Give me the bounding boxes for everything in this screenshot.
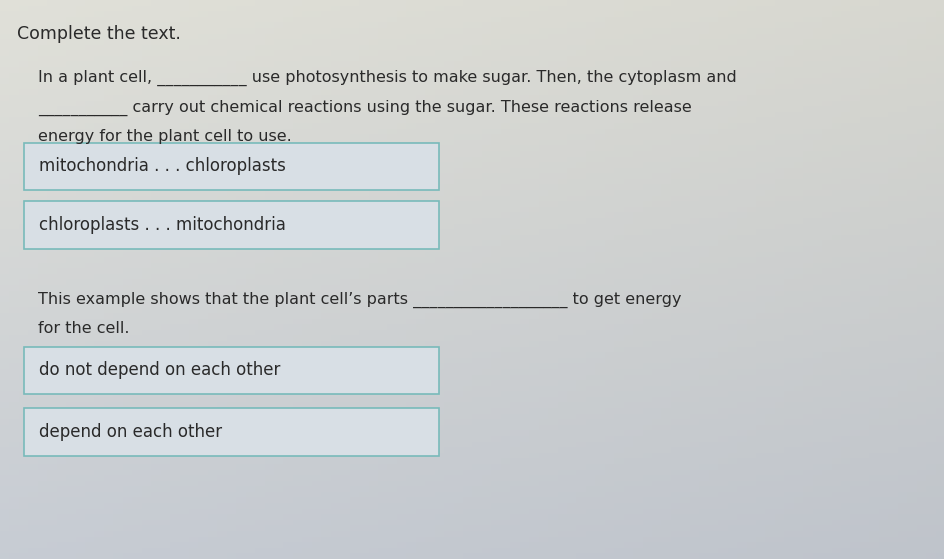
Text: Complete the text.: Complete the text. (17, 25, 180, 43)
Text: do not depend on each other: do not depend on each other (39, 361, 279, 380)
Text: chloroplasts . . . mitochondria: chloroplasts . . . mitochondria (39, 216, 285, 234)
Text: for the cell.: for the cell. (38, 321, 129, 337)
Text: This example shows that the plant cell’s parts ___________________ to get energy: This example shows that the plant cell’s… (38, 292, 681, 308)
Text: In a plant cell, ___________ use photosynthesis to make sugar. Then, the cytopla: In a plant cell, ___________ use photosy… (38, 70, 735, 86)
Text: energy for the plant cell to use.: energy for the plant cell to use. (38, 129, 292, 144)
Text: mitochondria . . . chloroplasts: mitochondria . . . chloroplasts (39, 157, 285, 176)
FancyBboxPatch shape (24, 143, 439, 190)
Text: depend on each other: depend on each other (39, 423, 222, 441)
FancyBboxPatch shape (24, 201, 439, 249)
FancyBboxPatch shape (24, 408, 439, 456)
Text: ___________ carry out chemical reactions using the sugar. These reactions releas: ___________ carry out chemical reactions… (38, 100, 691, 116)
FancyBboxPatch shape (24, 347, 439, 394)
